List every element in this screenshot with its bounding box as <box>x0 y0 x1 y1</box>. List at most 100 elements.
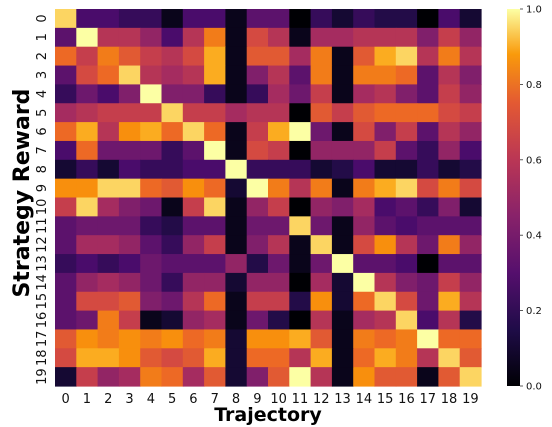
heatmap-cell <box>395 216 418 236</box>
heatmap-cell <box>118 46 141 67</box>
heatmap-cell <box>459 272 482 293</box>
colorbar: 0.0 0.2 0.4 0.6 0.8 1.0 <box>507 5 542 393</box>
heatmap-cell <box>97 122 120 142</box>
heatmap-cell <box>246 329 269 349</box>
heatmap-cell <box>204 103 226 123</box>
heatmap-cell <box>438 27 461 48</box>
heatmap-cell <box>310 254 333 274</box>
heatmap-cell <box>204 46 226 67</box>
heatmap-cell <box>204 122 226 142</box>
heatmap-cell <box>225 178 248 199</box>
heatmap-cell <box>331 310 354 331</box>
heatmap-cell <box>182 9 205 29</box>
heatmap-cell <box>374 84 397 104</box>
heatmap-cell <box>204 84 226 104</box>
heatmap-cell <box>289 140 312 161</box>
x-tick-label: 15 <box>377 392 394 407</box>
heatmap-cell <box>118 140 141 161</box>
heatmap-cell <box>289 310 312 331</box>
y-tick-label: 12 <box>35 236 50 253</box>
heatmap-cell <box>268 103 290 123</box>
heatmap-cell <box>374 159 397 180</box>
x-tick-label: 2 <box>104 392 112 407</box>
heatmap-cell <box>395 84 418 104</box>
heatmap-cell <box>76 235 99 255</box>
heatmap-cell <box>225 65 248 85</box>
heatmap-cell <box>182 46 205 67</box>
x-tick-label: 9 <box>253 392 261 407</box>
heatmap-cell <box>417 235 439 255</box>
heatmap-cell <box>161 216 184 236</box>
heatmap-cell <box>161 159 184 180</box>
heatmap-cell <box>459 216 482 236</box>
heatmap-cell <box>374 310 397 331</box>
y-axis-label: Strategy Reward <box>10 89 35 298</box>
heatmap-cell <box>417 254 439 274</box>
heatmap-cell <box>331 140 354 161</box>
heatmap-cell <box>289 254 312 274</box>
y-tick-label: 9 <box>35 184 50 192</box>
heatmap-cell <box>76 310 99 331</box>
heatmap-cell <box>140 122 163 142</box>
y-tick-label: 2 <box>35 52 50 60</box>
heatmap-cell <box>395 235 418 255</box>
heatmap-cell <box>182 27 205 48</box>
heatmap-cell <box>161 254 184 274</box>
x-tick-label: 3 <box>125 392 133 407</box>
heatmap-cell <box>225 140 248 161</box>
y-tick-label: 18 <box>35 349 50 366</box>
heatmap-cell <box>118 254 141 274</box>
heatmap-cell <box>161 272 184 293</box>
heatmap-cell <box>289 27 312 48</box>
heatmap-cell <box>55 9 77 29</box>
heatmap-cell <box>395 272 418 293</box>
heatmap-cell <box>225 84 248 104</box>
heatmap-cell <box>289 367 312 387</box>
x-tick-label: 0 <box>62 392 70 407</box>
heatmap-cell <box>289 216 312 236</box>
heatmap-cell <box>76 216 99 236</box>
heatmap-cell <box>76 140 99 161</box>
heatmap-cell <box>310 197 333 217</box>
heatmap-cell <box>331 348 354 368</box>
heatmap-cell <box>246 272 269 293</box>
heatmap-cell <box>417 122 439 142</box>
heatmap-cell <box>246 27 269 48</box>
heatmap-cell <box>268 46 290 67</box>
y-tick-label: 17 <box>35 331 50 348</box>
heatmap-cell <box>395 27 418 48</box>
heatmap-cell <box>76 178 99 199</box>
heatmap-cell <box>310 329 333 349</box>
heatmap-cell <box>118 103 141 123</box>
x-tick-label: 1 <box>83 392 91 407</box>
colorbar-tick-label: 0.4 <box>526 231 542 242</box>
heatmap-cell <box>289 84 312 104</box>
heatmap-cell <box>204 27 226 48</box>
heatmap-cell <box>353 291 376 312</box>
heatmap-cell <box>97 329 120 349</box>
heatmap-cell <box>225 329 248 349</box>
heatmap-cell <box>268 178 290 199</box>
heatmap-cell <box>459 46 482 67</box>
heatmap-cell <box>438 254 461 274</box>
heatmap-cell <box>97 178 120 199</box>
heatmap-cell <box>438 140 461 161</box>
heatmap-cell <box>76 46 99 67</box>
heatmap-cell <box>55 367 77 387</box>
heatmap-cell <box>353 84 376 104</box>
heatmap-cell <box>374 140 397 161</box>
heatmap-cell <box>459 122 482 142</box>
heatmap-cell <box>161 27 184 48</box>
x-tick-labels: 0 1 2 3 4 5 6 7 8 9 10 11 12 13 14 15 16 17 18 19 <box>62 392 479 407</box>
heatmap-cell <box>438 178 461 199</box>
heatmap-cell <box>55 216 77 236</box>
heatmap-cell <box>246 122 269 142</box>
heatmap-cell <box>331 84 354 104</box>
heatmap-cell <box>97 367 120 387</box>
x-tick-label: 8 <box>232 392 240 407</box>
heatmap-cell <box>161 140 184 161</box>
heatmap-cell <box>161 197 184 217</box>
heatmap-cell <box>118 235 141 255</box>
heatmap-cell <box>268 310 290 331</box>
